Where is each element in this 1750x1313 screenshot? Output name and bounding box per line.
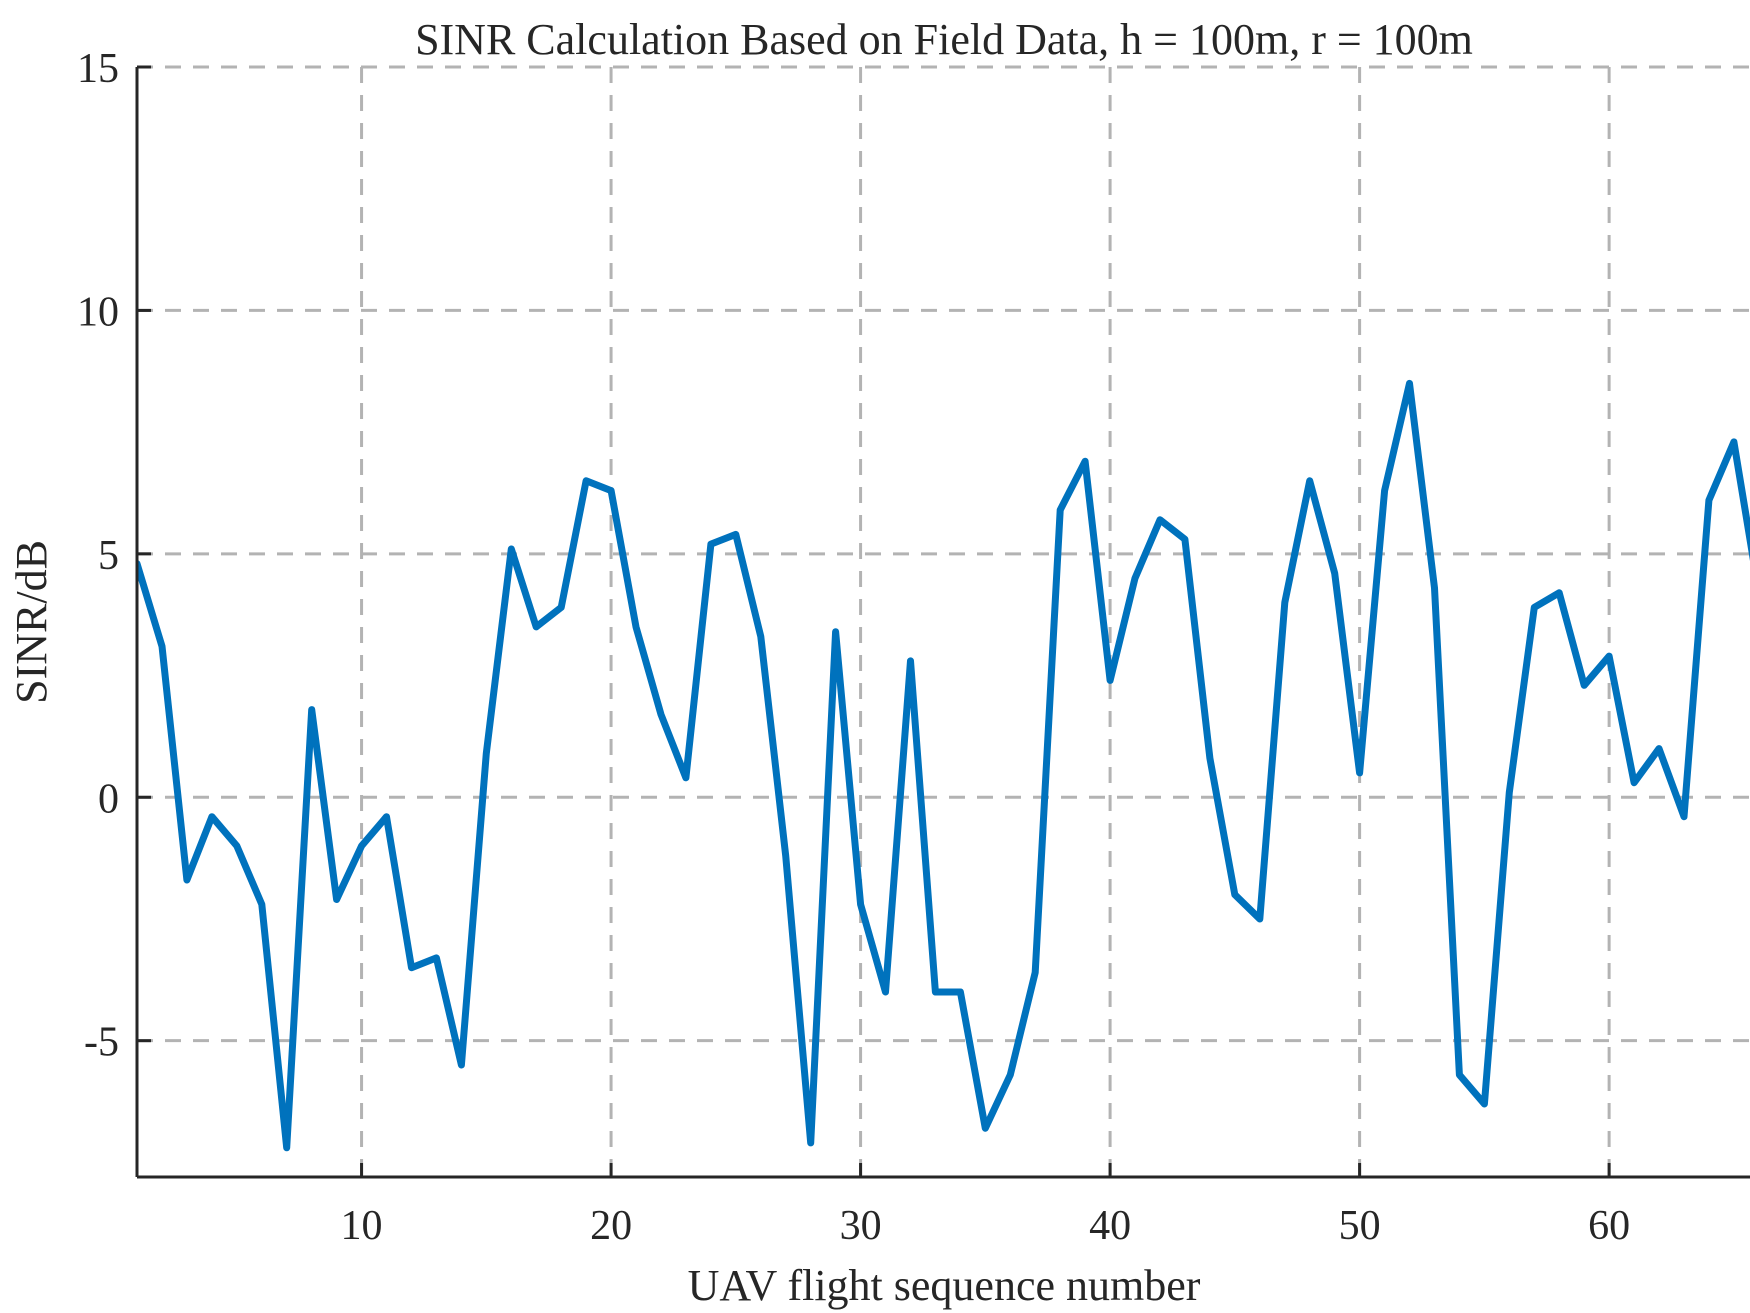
axes xyxy=(135,65,1750,1179)
x-axis-label: UAV flight sequence number xyxy=(688,1261,1201,1310)
x-tick-label: 20 xyxy=(590,1203,632,1249)
x-tick-label: 60 xyxy=(1588,1203,1630,1249)
y-tick-label: 10 xyxy=(77,289,119,335)
x-tick-label: 10 xyxy=(341,1203,383,1249)
y-tick-label: -5 xyxy=(84,1020,119,1066)
y-tick-label: 5 xyxy=(98,533,119,579)
grid-lines xyxy=(137,65,1750,1177)
series-layer xyxy=(137,379,1750,1152)
x-tick-label: 40 xyxy=(1089,1203,1131,1249)
x-tick-label: 30 xyxy=(840,1203,882,1249)
tick-labels: 10 20 30 40 50 60 -5 0 5 10 15 xyxy=(77,46,1630,1249)
series-line-0 xyxy=(137,379,1750,1152)
y-tick-label: 0 xyxy=(98,776,119,822)
y-tick-label: 15 xyxy=(77,46,119,92)
y-axis-label: SINR/dB xyxy=(7,540,56,704)
chart-title: SINR Calculation Based on Field Data, h … xyxy=(415,15,1473,64)
x-tick-label: 50 xyxy=(1339,1203,1381,1249)
